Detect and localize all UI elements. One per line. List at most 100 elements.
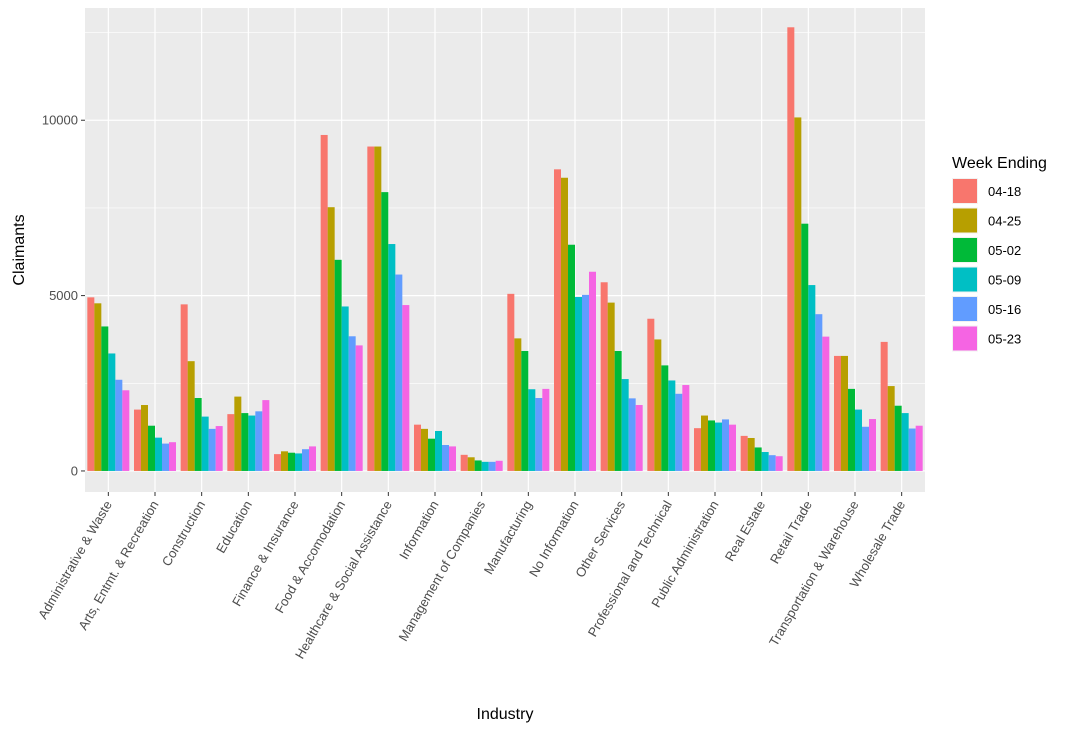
bar-05-23-7: [449, 446, 456, 471]
bar-05-16-14: [768, 455, 776, 471]
bar-04-18-5: [320, 134, 328, 471]
bar-04-25-14: [747, 437, 755, 471]
bar-04-25-7: [421, 428, 428, 471]
x-tick-label: Transportation & Warehouse: [766, 498, 862, 649]
bar-05-16-7: [442, 445, 449, 471]
bar-05-02-0: [101, 326, 109, 471]
y-tick-label: 5000: [49, 288, 78, 303]
bar-05-02-4: [288, 452, 295, 471]
bar-05-02-2: [194, 398, 202, 471]
x-axis-title: Industry: [477, 706, 534, 723]
bar-04-18-15: [787, 27, 795, 471]
legend-label: 05-09: [988, 273, 1021, 288]
bar-05-02-1: [148, 425, 155, 471]
bar-05-16-10: [582, 294, 589, 471]
legend-title: Week Ending: [952, 155, 1047, 172]
bar-04-18-6: [367, 146, 375, 471]
x-tick-label: Real Estate: [722, 498, 769, 564]
x-tick-label: Management of Companies: [395, 498, 488, 644]
bar-04-25-13: [701, 415, 708, 471]
bar-05-16-3: [255, 411, 263, 471]
bar-05-02-3: [241, 413, 249, 471]
bar-05-23-17: [915, 425, 923, 471]
bar-05-02-10: [568, 244, 575, 471]
bar-05-23-0: [122, 390, 130, 471]
bar-05-16-2: [208, 428, 216, 471]
bar-05-23-5: [355, 345, 363, 471]
y-tick-label: 10000: [42, 113, 78, 128]
legend-label: 04-25: [988, 214, 1021, 229]
bar-05-16-11: [628, 398, 636, 471]
bar-05-23-2: [215, 426, 223, 471]
bar-04-25-17: [887, 386, 895, 471]
plot-panel: [85, 8, 925, 492]
bar-04-25-6: [374, 146, 382, 471]
legend-swatch-05-02: [953, 238, 977, 262]
bar-04-18-7: [414, 424, 421, 471]
bar-05-23-15: [822, 336, 830, 471]
legend-swatch-04-18: [953, 179, 977, 203]
legend-label: 04-18: [988, 184, 1021, 199]
x-tick-label: Other Services: [572, 498, 628, 580]
bars: [87, 27, 923, 471]
bar-05-23-11: [635, 405, 643, 471]
bar-04-25-4: [281, 451, 288, 471]
legend: Week Ending 04-18 04-25 05-02 05-09 05-16 05-…: [952, 155, 1047, 352]
bar-05-09-0: [108, 353, 116, 471]
bar-05-23-3: [262, 400, 270, 471]
bar-05-16-12: [675, 393, 683, 471]
legend-swatch-05-16: [953, 297, 977, 321]
bar-05-09-1: [155, 437, 162, 471]
bar-05-23-10: [589, 271, 596, 471]
bar-04-25-2: [187, 361, 195, 471]
legend-label: 05-02: [988, 243, 1021, 258]
bar-04-18-9: [507, 293, 515, 471]
bar-05-09-7: [435, 430, 442, 471]
bar-04-25-12: [654, 339, 662, 471]
legend-swatch-05-23: [953, 326, 977, 351]
bar-05-09-11: [621, 379, 629, 471]
bar-05-23-12: [682, 385, 690, 471]
bar-05-09-10: [575, 296, 582, 471]
bar-04-18-8: [460, 454, 468, 471]
bar-05-16-4: [302, 449, 309, 471]
bar-05-16-9: [535, 398, 543, 471]
bar-05-09-15: [808, 285, 816, 471]
x-tick-label: Manufacturing: [481, 498, 535, 577]
x-tick-label: Healthcare & Social Assistance: [292, 498, 395, 661]
legend-label: 05-23: [988, 332, 1021, 347]
legend-swatch-04-25: [953, 208, 977, 233]
bar-04-25-11: [607, 302, 615, 471]
bar-04-25-5: [327, 207, 335, 471]
bar-04-18-0: [87, 297, 95, 471]
bar-05-09-14: [761, 452, 769, 471]
bar-04-18-13: [694, 428, 701, 471]
bar-04-25-16: [841, 355, 848, 471]
bar-05-16-15: [815, 314, 823, 471]
bar-05-09-13: [715, 422, 722, 471]
bar-05-09-16: [855, 409, 862, 471]
bar-05-16-1: [162, 443, 169, 471]
bar-04-25-1: [141, 405, 148, 471]
bar-05-09-2: [201, 416, 209, 471]
bar-05-23-6: [402, 305, 410, 471]
bar-04-18-16: [834, 355, 841, 471]
bar-05-23-4: [309, 446, 316, 471]
bar-04-18-1: [134, 409, 141, 471]
bar-05-02-17: [894, 405, 902, 471]
bar-05-02-12: [661, 365, 669, 471]
x-tick-label: Construction: [159, 498, 208, 569]
bar-04-18-17: [880, 341, 888, 471]
bar-04-18-2: [180, 304, 188, 471]
bar-04-25-0: [94, 303, 102, 471]
bar-05-16-0: [115, 379, 123, 471]
bar-05-09-4: [295, 453, 302, 471]
bar-05-23-16: [869, 419, 876, 471]
bar-05-09-12: [668, 380, 676, 471]
x-tick-label: Professional and Technical: [585, 498, 675, 639]
bar-05-02-11: [614, 351, 622, 471]
bar-04-18-14: [740, 435, 748, 471]
bar-05-02-13: [708, 420, 715, 471]
